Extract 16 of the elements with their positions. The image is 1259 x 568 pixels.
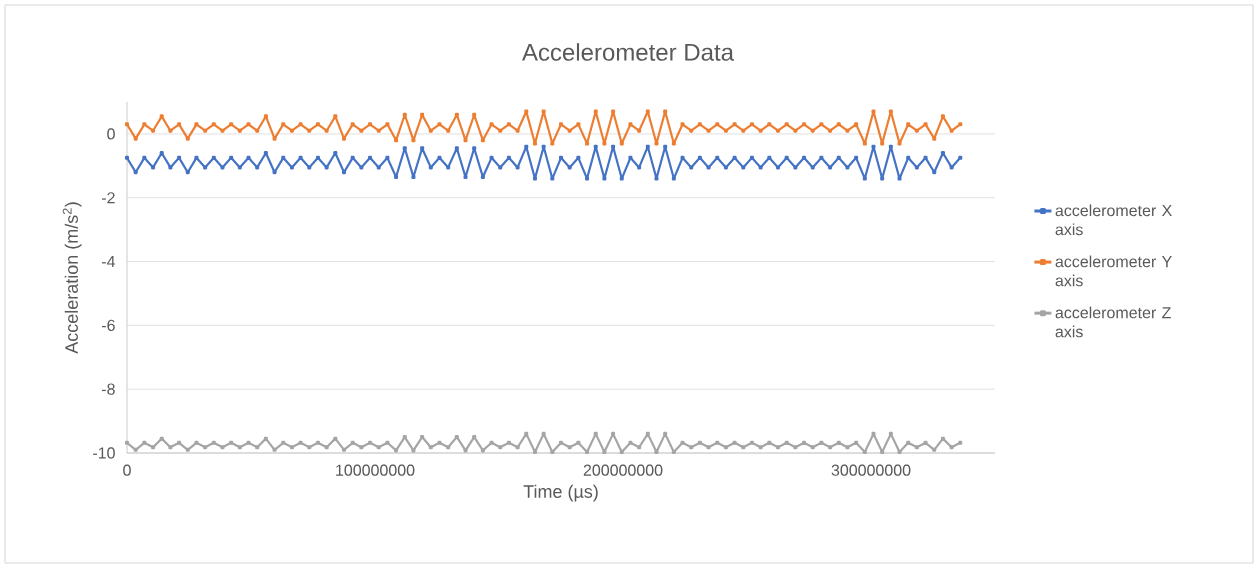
x-tick-label: 200000000 <box>583 464 663 476</box>
x-axis-title: Time (µs) <box>523 484 598 502</box>
legend-label: accelerometer X axis <box>1055 204 1172 236</box>
legend-label: accelerometer Y axis <box>1055 255 1172 287</box>
y-axis-title: Acceleration (m/s$^{2}$) <box>62 202 82 354</box>
y-tick-label: 0 <box>107 128 115 140</box>
y-tick-label: -4 <box>101 256 116 268</box>
legend-label: accelerometer Z axis <box>1055 306 1171 338</box>
y-tick-label: -2 <box>101 192 115 204</box>
x-tick-label: 300000000 <box>831 464 911 476</box>
x-tick-label: 0 <box>123 464 131 476</box>
chart-title: Accelerometer Data <box>522 43 734 61</box>
y-tick-label: -8 <box>101 383 115 395</box>
y-tick-label: -10 <box>93 447 115 459</box>
x-tick-label: 100000000 <box>336 464 415 476</box>
y-tick-label: -6 <box>101 319 115 332</box>
